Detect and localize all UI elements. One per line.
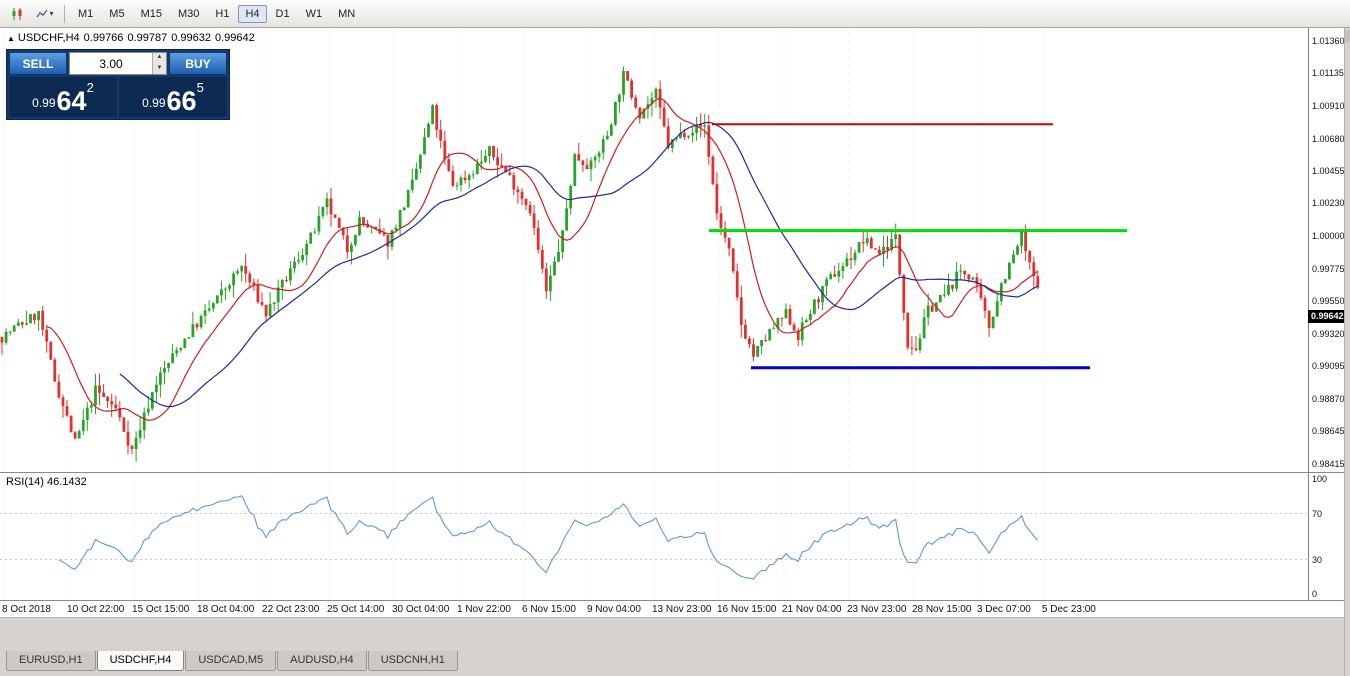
time-axis-label: 1 Nov 22:00: [457, 604, 511, 615]
sell-button[interactable]: SELL: [9, 52, 67, 75]
sell-price-pip: 2: [86, 80, 94, 95]
sell-price-prefix: 0.99: [32, 96, 56, 110]
price-axis-label: 0.99550: [1312, 296, 1345, 306]
candlestick-chart[interactable]: [0, 28, 1308, 472]
chart-expand-icon[interactable]: ▲: [7, 34, 15, 43]
time-axis-label: 21 Nov 04:00: [781, 604, 842, 615]
rsi-axis-label: 100: [1312, 474, 1328, 484]
price-axis-label: 0.99320: [1312, 329, 1345, 340]
price-axis-label: 1.00910: [1312, 100, 1345, 111]
price-axis-label: 1.00680: [1312, 133, 1345, 144]
rsi-axis: 100 70 30 0: [1308, 473, 1345, 600]
time-axis-label: 5 Dec 23:00: [1041, 604, 1096, 615]
rsi-axis-label: 0: [1312, 589, 1318, 599]
rsi-label: RSI(14) 46.1432: [6, 476, 87, 488]
price-axis-label: 1.00000: [1312, 231, 1345, 242]
price-axis-label: 1.00455: [1312, 165, 1345, 176]
ohlc-open: 0.99766: [83, 32, 124, 44]
price-axis-label: 0.98645: [1312, 426, 1345, 437]
chevron-down-icon: ▾: [49, 9, 54, 18]
timeframe-group: M1 M5 M15 M30 H1 H4 D1 W1 MN: [70, 4, 363, 23]
chart-tab-usdcad-m5[interactable]: USDCAD,M5: [185, 651, 277, 671]
chart-symbol-label: USDCHF,H4: [17, 32, 80, 44]
price-axis-label: 0.98415: [1312, 459, 1345, 470]
bottom-bar: EURUSD,H1 USDCHF,H4 USDCAD,M5 AUDUSD,H4 USDC…: [0, 617, 1350, 676]
chart-tabs: EURUSD,H1 USDCHF,H4 USDCAD,M5 AUDUSD,H4 USDC…: [6, 651, 459, 671]
buy-price-pip: 5: [196, 80, 204, 95]
chart-tab-usdcnh-h1[interactable]: USDCNH,H1: [367, 651, 458, 671]
chart-tab-usdchf-h4[interactable]: USDCHF,H4: [96, 651, 185, 671]
price-axis[interactable]: 1.01360 1.01135 1.00910 1.00680 1.00455 1.002…: [1308, 28, 1345, 472]
time-axis[interactable]: 8 Oct 2018 10 Oct 22:00 15 Oct 15:00 18 Oct…: [0, 600, 1350, 617]
volume-up-icon[interactable]: ▲: [153, 53, 166, 64]
chart-area: ▲ USDCHF,H4 0.99766 0.99787 0.99632 0.99642 S…: [0, 28, 1350, 472]
time-axis-label: 28 Nov 15:00: [911, 604, 972, 615]
price-axis-label: 1.01135: [1312, 68, 1344, 79]
buy-price-prefix: 0.99: [142, 96, 166, 110]
time-axis-label: 9 Nov 04:00: [586, 604, 641, 615]
objects-dropdown-icon[interactable]: ▾: [32, 3, 58, 25]
price-axis-label: 1.01360: [1312, 35, 1345, 46]
time-axis-label: 15 Oct 15:00: [132, 604, 190, 615]
sell-price-quote[interactable]: 0.99 64 2: [9, 77, 117, 117]
price-axis-label: 0.99095: [1312, 361, 1345, 372]
time-axis-label: 25 Oct 14:00: [327, 604, 385, 615]
buy-price-quote[interactable]: 0.99 66 5: [119, 77, 227, 117]
volume-spinner: ▲ ▼: [152, 53, 166, 74]
time-axis-label: 3 Dec 07:00: [976, 604, 1031, 615]
time-axis-label: 6 Nov 15:00: [521, 604, 576, 615]
time-axis-label: 18 Oct 04:00: [197, 604, 255, 615]
timeframe-m5[interactable]: M5: [109, 7, 125, 20]
price-axis-label: 1.00230: [1312, 198, 1345, 209]
time-axis-label: 22 Oct 23:00: [262, 604, 320, 615]
time-axis-label: 13 Nov 23:00: [651, 604, 712, 615]
rsi-axis-label: 30: [1312, 554, 1323, 565]
time-axis-label: 23 Nov 23:00: [846, 604, 907, 615]
volume-down-icon[interactable]: ▼: [153, 63, 166, 74]
time-axis-label: 16 Nov 15:00: [716, 604, 777, 615]
time-axis-label: 10 Oct 22:00: [67, 604, 125, 615]
scroll-thumb[interactable]: [1345, 30, 1350, 42]
toolbar-separator: [64, 4, 65, 23]
rsi-chart[interactable]: [0, 473, 1308, 600]
sell-price-big: 64: [56, 86, 87, 116]
ohlc-low: 0.99632: [171, 32, 211, 44]
chart-tab-audusd-h4[interactable]: AUDUSD,H4: [277, 651, 367, 671]
toolbar: ▾ M1 M5 M15 M30 H1 H4 D1 W1 MN: [0, 0, 1350, 28]
timeframe-h4[interactable]: H4: [238, 4, 267, 23]
timeframe-d1[interactable]: D1: [275, 7, 290, 20]
price-axis-label: 0.98870: [1312, 393, 1345, 404]
chart-ohlc-header: ▲ USDCHF,H4 0.99766 0.99787 0.99632 0.99642: [7, 32, 259, 44]
timeframe-h1[interactable]: H1: [215, 7, 230, 20]
volume-control: 3.00 ▲ ▼: [69, 52, 167, 75]
ohlc-high: 0.99787: [127, 32, 168, 44]
buy-button[interactable]: BUY: [169, 52, 227, 75]
time-axis-label: 30 Oct 04:00: [392, 604, 450, 615]
chart-type-icon[interactable]: [5, 3, 31, 25]
volume-input[interactable]: 3.00: [99, 56, 123, 71]
price-axis-label: 0.99775: [1312, 263, 1345, 274]
timeframe-m15[interactable]: M15: [140, 7, 162, 20]
timeframe-m1[interactable]: M1: [78, 7, 94, 20]
rsi-axis-label: 70: [1312, 508, 1323, 519]
chart-tab-eurusd-h1[interactable]: EURUSD,H1: [6, 651, 96, 671]
current-price-badge: 0.99642: [1308, 309, 1344, 323]
buy-price-big: 66: [166, 86, 197, 116]
timeframe-m30[interactable]: M30: [177, 7, 200, 20]
rsi-pane: RSI(14) 46.1432 100 70 30 0: [0, 472, 1350, 600]
ohlc-close: 0.99642: [214, 32, 255, 44]
timeframe-mn[interactable]: MN: [338, 7, 356, 20]
time-axis-label: 8 Oct 2018: [2, 604, 51, 615]
one-click-trading-panel: SELL 3.00 ▲ ▼ BUY 0.99 64 2 0.99: [6, 49, 230, 120]
timeframe-w1[interactable]: W1: [305, 7, 323, 20]
right-scroll-strip[interactable]: [1344, 28, 1350, 676]
